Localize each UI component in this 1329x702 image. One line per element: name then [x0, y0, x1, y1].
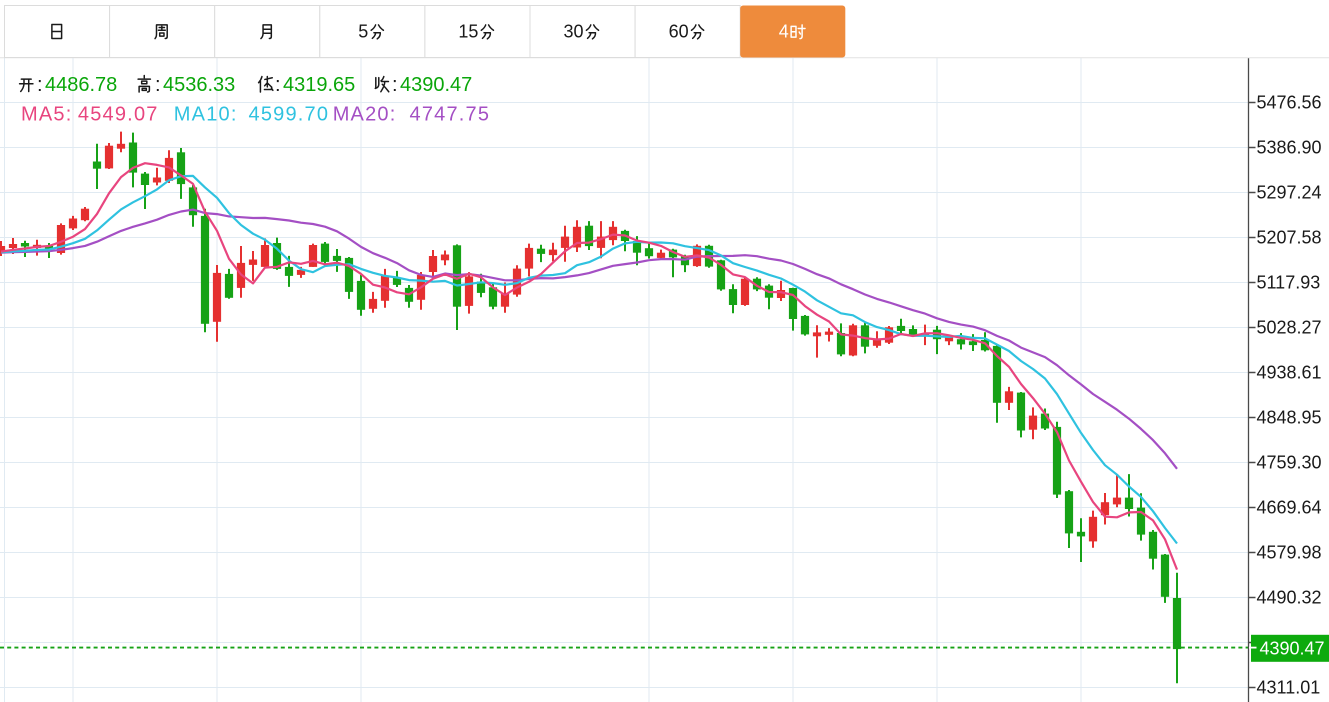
svg-text:30: 30 — [564, 22, 584, 42]
svg-text:5386.90: 5386.90 — [1257, 138, 1322, 158]
svg-text::: : — [37, 74, 43, 96]
svg-text:4579.98: 4579.98 — [1257, 543, 1322, 563]
svg-text:5028.27: 5028.27 — [1257, 318, 1322, 338]
svg-text:4490.32: 4490.32 — [1257, 588, 1322, 608]
svg-text:4390.47: 4390.47 — [400, 74, 472, 96]
svg-text:60: 60 — [669, 22, 689, 42]
svg-text:5207.58: 5207.58 — [1257, 228, 1322, 248]
svg-text:MA20: 4747.75: MA20: 4747.75 — [333, 104, 491, 126]
svg-text:5117.93: 5117.93 — [1257, 273, 1321, 293]
svg-text:4311.01: 4311.01 — [1257, 678, 1321, 698]
svg-text:5297.24: 5297.24 — [1257, 183, 1322, 203]
svg-text:4938.61: 4938.61 — [1257, 363, 1322, 383]
svg-text:5476.56: 5476.56 — [1257, 93, 1322, 113]
svg-text::: : — [275, 74, 281, 96]
svg-text:5: 5 — [358, 22, 368, 42]
svg-text:4319.65: 4319.65 — [283, 74, 355, 96]
svg-text:MA10: 4599.70: MA10: 4599.70 — [174, 104, 329, 126]
svg-text:4848.95: 4848.95 — [1257, 408, 1322, 428]
svg-text::: : — [392, 74, 398, 96]
svg-text:4: 4 — [779, 22, 789, 42]
svg-text:MA5: 4549.07: MA5: 4549.07 — [21, 104, 159, 126]
svg-text:15: 15 — [458, 22, 478, 42]
svg-text:4759.30: 4759.30 — [1257, 453, 1322, 473]
svg-text:4669.64: 4669.64 — [1257, 498, 1322, 518]
svg-text:4486.78: 4486.78 — [45, 74, 117, 96]
svg-text:4536.33: 4536.33 — [163, 74, 235, 96]
svg-text::: : — [155, 74, 161, 96]
svg-text:4390.47: 4390.47 — [1260, 638, 1325, 658]
